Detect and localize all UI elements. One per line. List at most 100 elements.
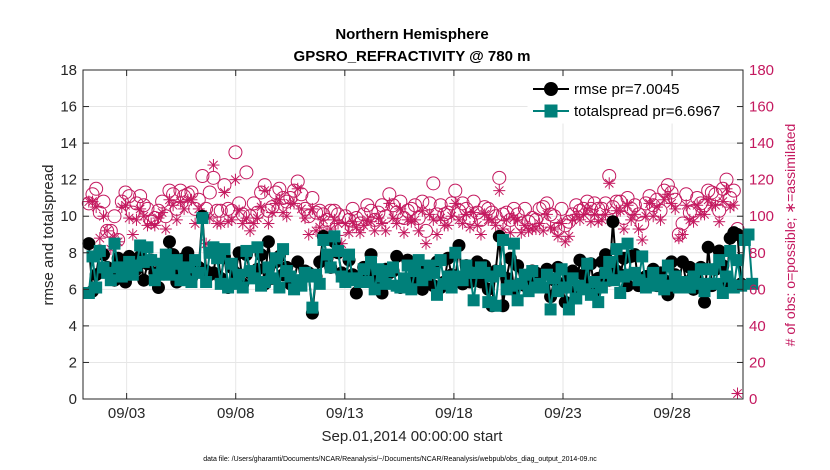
- totalspread-point: [595, 281, 608, 294]
- obs-assimilated-marker: [295, 202, 308, 215]
- totalspread-point: [405, 283, 418, 296]
- totalspread-point: [156, 257, 169, 270]
- obs-assimilated-marker: [540, 208, 553, 221]
- obs-assimilated-marker: [691, 199, 704, 212]
- totalspread-point: [332, 244, 345, 257]
- x-tick-label: 09/28: [653, 405, 691, 422]
- totalspread-point: [317, 233, 330, 246]
- obs-assimilated-marker: [720, 182, 733, 195]
- y-tick-label: 12: [60, 172, 77, 189]
- obs-assimilated-marker: [280, 210, 293, 223]
- y-tick-label: 16: [60, 99, 77, 116]
- obs-assimilated-marker: [126, 228, 139, 241]
- totalspread-point: [441, 270, 454, 283]
- obs-assimilated-marker: [522, 224, 535, 237]
- obs-assimilated-marker: [614, 204, 627, 217]
- obs-assimilated-marker: [376, 217, 389, 230]
- obs-assimilated-marker: [511, 213, 524, 226]
- totalspread-point: [427, 266, 440, 279]
- obs-possible-marker: [228, 145, 243, 160]
- y-tick-label: 10: [60, 208, 77, 225]
- obs-assimilated-marker: [97, 210, 110, 223]
- obs-assimilated-marker: [233, 204, 246, 217]
- obs-assimilated-marker: [504, 226, 517, 239]
- totalspread-point: [746, 277, 759, 290]
- obs-assimilated-marker: [178, 202, 191, 215]
- totalspread-point: [544, 303, 557, 316]
- obs-assimilated-marker: [636, 233, 649, 246]
- obs-assimilated-marker: [643, 197, 656, 210]
- y2-axis-label: # of obs: o=possible; ∗=assimilated: [782, 124, 798, 347]
- obs-possible-marker: [206, 170, 221, 185]
- obs-assimilated-marker: [716, 195, 729, 208]
- obs-assimilated-marker: [478, 208, 491, 221]
- obs-possible-marker: [122, 189, 137, 204]
- totalspread-point: [731, 254, 744, 267]
- obs-assimilated-marker: [449, 197, 462, 210]
- obs-assimilated-marker: [713, 215, 726, 228]
- obs-assimilated-marker: [247, 217, 260, 230]
- totalspread-point: [90, 281, 103, 294]
- obs-assimilated-marker: [251, 212, 264, 225]
- obs-assimilated-marker: [222, 215, 235, 228]
- obs-possible-marker: [345, 201, 360, 216]
- y-tick-label: 6: [69, 281, 77, 298]
- obs-assimilated-marker: [555, 217, 568, 230]
- obs-assimilated-marker: [383, 197, 396, 210]
- obs-assimilated-marker: [463, 221, 476, 234]
- totalspread-point: [273, 281, 286, 294]
- obs-assimilated-marker: [698, 208, 711, 221]
- obs-assimilated-marker: [306, 202, 319, 215]
- obs-possible-marker: [517, 201, 532, 216]
- obs-assimilated-marker: [115, 201, 128, 214]
- totalspread-point: [218, 243, 231, 256]
- plot-area: [83, 70, 743, 399]
- totalspread-point: [610, 243, 623, 256]
- legend: rmse pr=7.0045 totalspread pr=6.6967: [527, 76, 737, 124]
- chart-title: Northern Hemisphere: [335, 26, 488, 43]
- obs-assimilated-marker: [654, 213, 667, 226]
- plot-frame: [82, 69, 744, 400]
- obs-possible-marker: [294, 187, 309, 202]
- totalspread-point: [735, 279, 748, 292]
- obs-possible-marker: [448, 183, 463, 198]
- obs-possible-marker: [158, 209, 173, 224]
- obs-assimilated-marker: [628, 208, 641, 221]
- y2-tick-label: 0: [749, 391, 757, 408]
- obs-possible-marker: [378, 209, 393, 224]
- obs-assimilated-marker: [218, 186, 231, 199]
- y2-tick-label: 140: [749, 135, 774, 152]
- totalspread-point: [174, 274, 187, 287]
- legend-totalspread-marker: [544, 104, 558, 118]
- obs-possible-marker: [342, 212, 357, 227]
- totalspread-point: [93, 244, 106, 257]
- rmse-point: [82, 237, 96, 251]
- obs-assimilated-marker: [617, 223, 630, 236]
- totalspread-point: [614, 286, 627, 299]
- totalspread-point: [387, 261, 400, 274]
- obs-possible-marker: [287, 183, 302, 198]
- totalspread-point: [562, 303, 575, 316]
- y2-tick-label: 180: [749, 62, 774, 79]
- totalspread-point: [606, 274, 619, 287]
- obs-assimilated-marker: [291, 182, 304, 195]
- totalspread-point: [449, 246, 462, 259]
- y-tick-label: 14: [60, 135, 77, 152]
- obs-assimilated-marker: [456, 217, 469, 230]
- totalspread-point: [434, 254, 447, 267]
- totalspread-point: [269, 252, 282, 265]
- obs-assimilated-marker: [214, 217, 227, 230]
- obs-assimilated-marker: [676, 228, 689, 241]
- obs-possible-marker: [239, 165, 254, 180]
- obs-possible-marker: [221, 201, 236, 216]
- totalspread-point: [493, 265, 506, 278]
- obs-possible-marker: [386, 198, 401, 213]
- totalspread-point: [145, 254, 158, 267]
- obs-assimilated-marker: [518, 219, 531, 232]
- obs-assimilated-marker: [430, 228, 443, 241]
- x-axis-label: Sep.01,2014 00:00:00 start: [322, 428, 504, 445]
- obs-assimilated-marker: [225, 213, 238, 226]
- totalspread-point: [313, 277, 326, 290]
- totalspread-point: [394, 281, 407, 294]
